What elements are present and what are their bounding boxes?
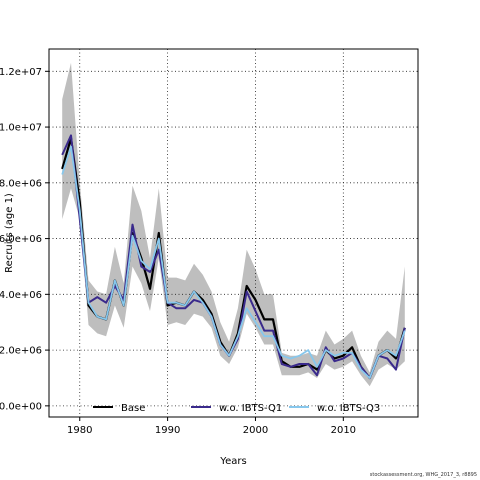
x-tick-label: 1980: [67, 425, 92, 436]
series-line: [61, 145, 406, 379]
x-axis-label: Years: [219, 456, 246, 467]
legend-label: w.o. IBTS-Q1: [219, 403, 282, 414]
plot-frame: [48, 48, 419, 418]
y-tick-label: 1.0e+07: [0, 123, 42, 134]
source-note: stockassessment.org, WHG_2017_3, r8895: [369, 472, 477, 478]
y-axis-label: Recruits (age 1): [4, 193, 15, 273]
y-tick-label: 8.0e+06: [0, 178, 42, 189]
y-tick-label: 1.2e+07: [0, 67, 42, 78]
x-tick-label: 2000: [243, 425, 268, 436]
y-tick-label: 4.0e+06: [0, 290, 42, 301]
y-tick-label: 2.0e+06: [0, 346, 42, 357]
confidence-band: [62, 62, 405, 387]
x-tick-label: 2010: [331, 425, 356, 436]
legend-label: Base: [121, 403, 145, 414]
x-tick-label: 1990: [155, 425, 180, 436]
y-tick-label: 0.0e+00: [0, 401, 42, 412]
y-tick-label: 6.0e+06: [0, 234, 42, 245]
legend-label: w.o. IBTS-Q3: [317, 403, 380, 414]
